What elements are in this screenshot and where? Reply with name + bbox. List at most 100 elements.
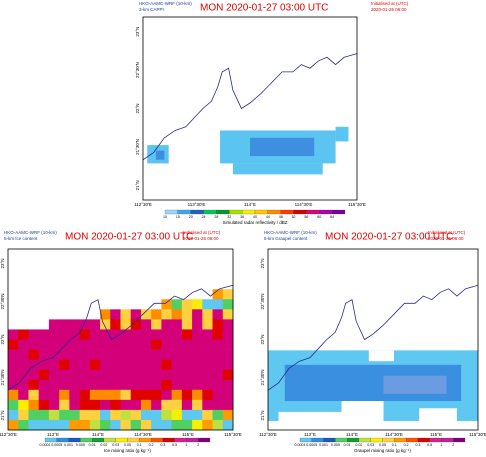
- field-cell: [38, 409, 50, 421]
- field-cell: [181, 399, 193, 411]
- field-cell: [79, 369, 91, 381]
- field-cell: [79, 349, 91, 360]
- colorbar-label: 0.005: [76, 443, 85, 447]
- field-cell: [151, 359, 162, 371]
- field-cell: [79, 339, 91, 350]
- field-cell: [171, 379, 183, 391]
- field-cell: [192, 309, 203, 320]
- lon-label: 114°30'E: [385, 432, 403, 437]
- field-cell: [100, 319, 111, 330]
- colorbar-swatch: [323, 437, 336, 443]
- init-time: 2020-01-26 06:00: [371, 7, 407, 12]
- field-cell: [383, 375, 447, 394]
- field-cell: [38, 389, 50, 401]
- field-cell: [59, 399, 70, 411]
- field-cell: [100, 359, 111, 371]
- field-cell: [202, 409, 213, 421]
- field-cell: [38, 419, 50, 431]
- colorbar-label: 0.2: [404, 443, 409, 447]
- field-cell: [161, 319, 173, 330]
- field-cell: [8, 409, 19, 421]
- colorbar-label: 0.02: [355, 443, 362, 447]
- field-cell: [130, 309, 142, 320]
- field-cell: [89, 339, 101, 350]
- field-cell: [18, 379, 29, 391]
- field-cell: [171, 309, 183, 320]
- field-cell: [69, 359, 81, 371]
- field-cell: [222, 419, 234, 431]
- field-cell: [48, 349, 60, 360]
- field-cell: [110, 419, 121, 431]
- field-cell: [181, 309, 193, 320]
- lon-label: 114°30'E: [134, 432, 152, 437]
- field-cell: [171, 369, 183, 381]
- field-cell: [79, 359, 91, 371]
- colorbar-label: 0.01: [89, 443, 96, 447]
- field-cell: [69, 329, 81, 340]
- field-cell: [212, 299, 224, 310]
- colorbar-swatch: [319, 209, 333, 215]
- field-cell: [130, 409, 142, 421]
- field-cell: [212, 419, 224, 431]
- field-cell: [38, 359, 50, 371]
- lon-label: 113°E: [304, 432, 316, 437]
- field-cell: [192, 419, 203, 431]
- colorbar-label: 0.0001: [295, 443, 306, 447]
- field-cell: [140, 399, 152, 411]
- field-cell: [100, 339, 111, 350]
- field-cell: [181, 359, 193, 371]
- field-cell: [89, 359, 101, 371]
- colorbar-label: 0.01: [344, 443, 351, 447]
- field-cell: [161, 339, 173, 350]
- field-cell: [59, 349, 70, 360]
- field-cell: [48, 389, 60, 401]
- field-cell: [212, 379, 224, 391]
- field-cell: [110, 379, 121, 391]
- lon-label: 114°E: [92, 432, 104, 437]
- colorbar-swatch: [127, 437, 140, 443]
- colorbar-swatch: [358, 437, 371, 443]
- colorbar-swatch: [441, 437, 454, 443]
- lat-label: 22°N: [0, 334, 5, 344]
- field-cell: [171, 359, 183, 371]
- colorbar-swatch: [429, 437, 442, 443]
- colorbar-label: 0.0001: [40, 443, 51, 447]
- field-cell: [8, 379, 19, 391]
- field-cell: [48, 339, 60, 350]
- lon-label: 112°30'E: [0, 432, 17, 437]
- field-cell: [181, 319, 193, 330]
- field-cell: [110, 389, 121, 401]
- field-cell: [130, 379, 142, 391]
- field-cell: [151, 379, 162, 391]
- colorbar-label: 0.0005: [51, 443, 62, 447]
- field-cell: [212, 329, 224, 340]
- field-cell: [110, 349, 121, 360]
- field-cell: [48, 419, 60, 431]
- field-cell: [212, 319, 224, 330]
- colorbar-label: 0.03: [112, 443, 119, 447]
- coastline: [267, 284, 479, 391]
- field-cell: [38, 349, 50, 360]
- colorbar-swatch: [56, 437, 69, 443]
- map-panel: HKO-AAMC-WRF (10-km)3-km CAPPI MON 2020-0…: [134, 1, 409, 225]
- field-cell: [18, 349, 29, 360]
- field-cell: [8, 389, 19, 401]
- field-cell: [202, 389, 213, 401]
- lat-label: 21°N: [260, 410, 265, 420]
- field-cell: [212, 389, 224, 401]
- field-cell: [100, 309, 111, 320]
- field-cell: [192, 379, 203, 391]
- map-frame: [142, 16, 358, 201]
- field-cell: [89, 369, 101, 381]
- field-cell: [130, 419, 142, 431]
- field-cell: [48, 359, 60, 371]
- colorbar-label: 24: [202, 215, 206, 219]
- field-cell: [28, 419, 40, 431]
- field-cell: [120, 409, 132, 421]
- lon-label: 112°30'E: [259, 432, 277, 437]
- field-cell: [192, 389, 203, 401]
- model-name: HKO-AAMC-WRF (10-km): [139, 1, 192, 6]
- field-cell: [202, 369, 213, 381]
- field-cell: [69, 409, 81, 421]
- colorbar-swatch: [164, 209, 178, 215]
